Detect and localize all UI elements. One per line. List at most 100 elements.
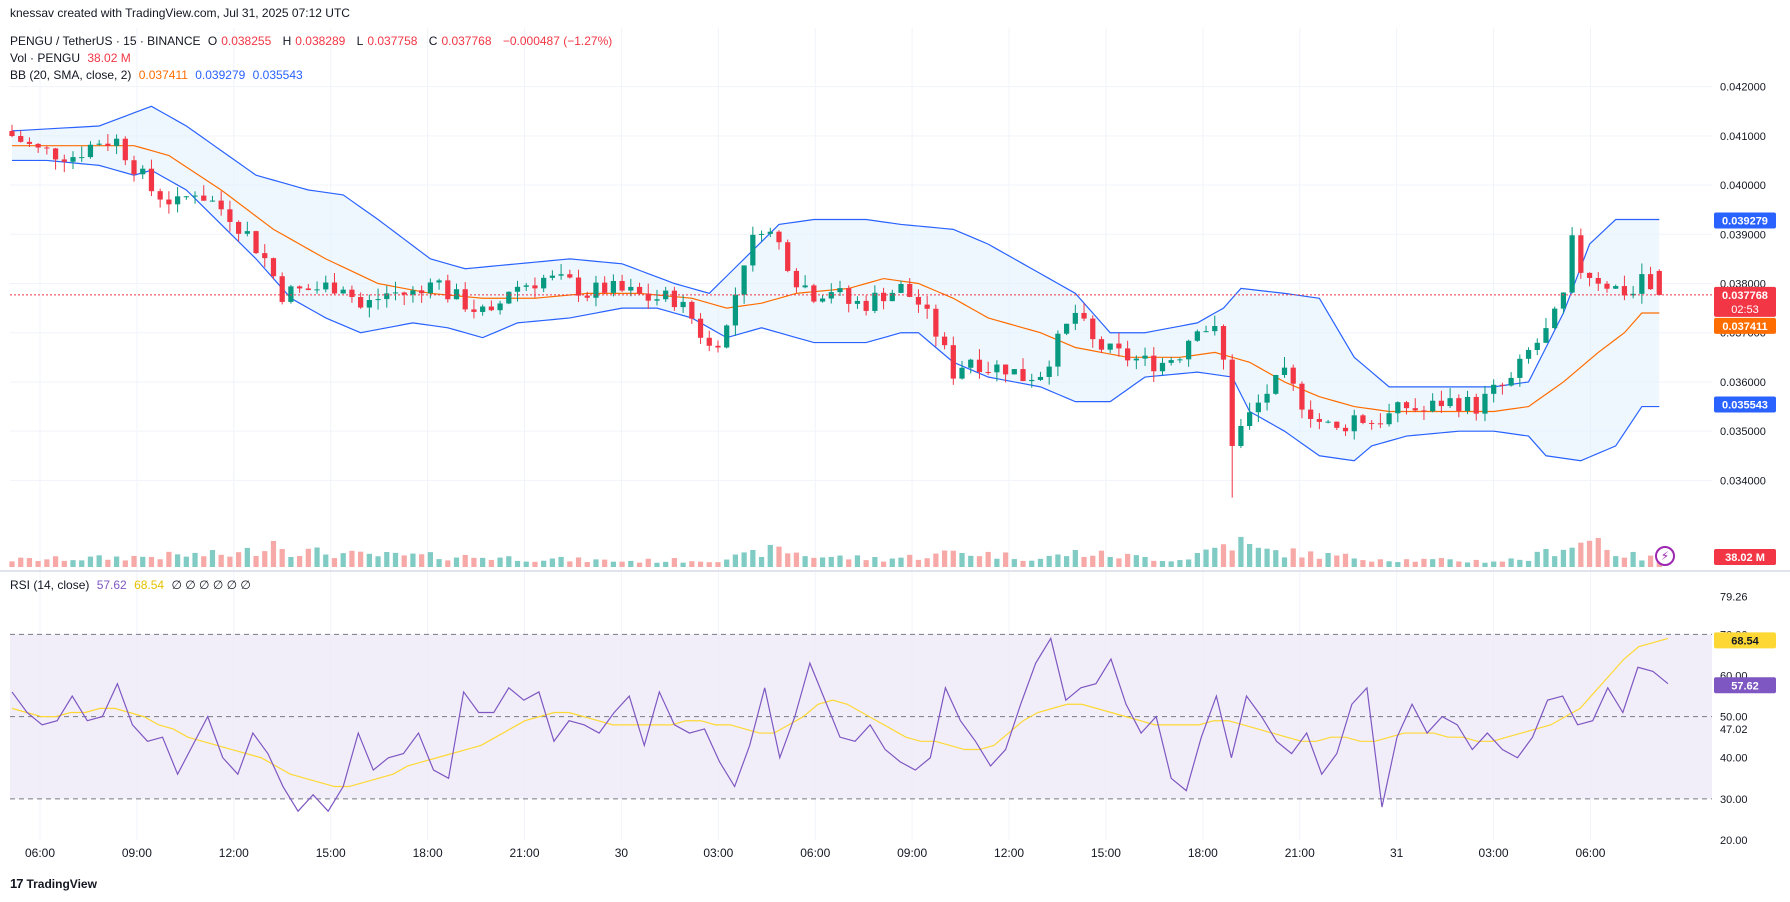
candle [706,337,712,346]
volume-bar [1604,549,1610,567]
volume-bar [288,556,294,567]
candle [880,292,887,302]
price-axis[interactable]: 0.0420000.0410000.0400000.0390000.038000… [1720,82,1766,488]
volume-bar [506,556,512,567]
volume-bar [732,554,739,567]
volume-bar [811,557,817,567]
candle [776,231,782,243]
volume-bar [480,557,486,567]
volume-badge: 38.02 M [1725,552,1765,564]
volume-bar [558,556,564,567]
candle [1142,355,1148,359]
candle [872,292,878,311]
candle [689,301,695,319]
basis-badge: 0.037411 [1722,321,1767,333]
candle [1525,350,1532,359]
volume-bar [201,556,207,567]
candle [741,265,747,295]
volume-bar [1098,550,1105,567]
volume-bar [994,558,1000,567]
candle [898,283,904,293]
candle [663,290,669,300]
volume-bar [1203,549,1209,567]
volume-bar [915,559,922,567]
volume-bar [1299,557,1305,567]
volume-bar [1630,551,1636,567]
volume-bar [1186,559,1192,567]
candles [9,124,1662,498]
symbol-title[interactable]: PENGU / TetherUS · 15 · BINANCE [10,34,201,48]
volume-bar [1430,559,1436,567]
candle [122,138,128,161]
candle [1011,369,1017,375]
volume-legend[interactable]: Vol · PENGU 38.02 M [10,50,135,66]
candle [584,295,590,298]
open-value: 0.038255 [221,34,272,48]
bollinger-upper-value: 0.039279 [195,68,246,82]
candle [1081,312,1087,319]
candle [1351,415,1357,432]
volume-bar [1151,560,1157,567]
ohlc-legend[interactable]: PENGU / TetherUS · 15 · BINANCE O 0.03825… [10,33,616,49]
volume-bar [1029,560,1035,567]
volume-bar [628,560,634,567]
volume-bar [122,560,128,567]
volume-bar [1508,558,1514,567]
volume-bar [837,555,843,567]
volume-bar [26,558,33,567]
volume-bar [436,559,442,567]
volume-bar [401,555,407,567]
volume-bar [828,556,834,567]
volume-bar [1456,561,1462,567]
candle [323,282,329,290]
volume-bar [872,557,878,567]
candle [192,195,198,197]
volume-bar [323,554,329,567]
candle [532,285,538,289]
volume-bar [706,562,712,567]
volume-bar [968,555,974,567]
volume-bar [689,561,695,567]
volume-bar [671,558,678,567]
candle [715,345,721,348]
time-tick-label: 06:00 [800,846,830,860]
volume-bar [1403,559,1410,567]
volume-bar [1569,547,1575,567]
bollinger-legend[interactable]: BB (20, SMA, close, 2) 0.037411 0.039279… [10,67,307,83]
candle [436,280,442,283]
change-value: −0.000487 (−1.27%) [502,34,613,48]
volume-bar [1334,555,1340,567]
candle [863,300,869,311]
volume-bar [497,557,503,567]
candle [1438,400,1445,407]
volume-value: 38.02 M [87,51,131,65]
volume-bar [1255,547,1261,567]
volume-bar [985,551,991,567]
volume-bar [1081,556,1087,567]
credit-text: knessav created with TradingView.com, Ju… [10,6,350,20]
volume-bar [1212,547,1218,567]
candle [514,286,521,292]
volume-bar [785,553,791,567]
tradingview-logo[interactable]: 17 TradingView [10,876,97,891]
price-tick-label: 0.035000 [1720,426,1766,438]
volume-bar [410,553,416,567]
volume-bar [192,552,198,567]
candle [488,306,494,311]
time-tick-label: 31 [1390,846,1404,860]
candle [994,364,1000,373]
volume-bar [1369,561,1375,567]
lightning-icon[interactable]: ⚡ [1655,546,1675,566]
bollinger-lower-value: 0.035543 [252,68,303,82]
time-tick-label: 18:00 [1188,846,1218,860]
volume-bar [1421,558,1427,567]
bollinger-basis-line [12,145,1660,413]
candle [697,318,704,338]
time-axis[interactable]: 06:00 09:00 12:00 15:00 18:00 21:00 30 03:00 06:… [25,846,1606,860]
rsi-legend[interactable]: RSI (14, close) 57.62 68.54 ∅ ∅ ∅ ∅ ∅ ∅ [10,577,255,593]
low-label: L [356,34,364,48]
candle [1360,415,1366,423]
volume-bar [610,561,617,567]
candle [1255,402,1261,413]
candle [811,285,817,302]
